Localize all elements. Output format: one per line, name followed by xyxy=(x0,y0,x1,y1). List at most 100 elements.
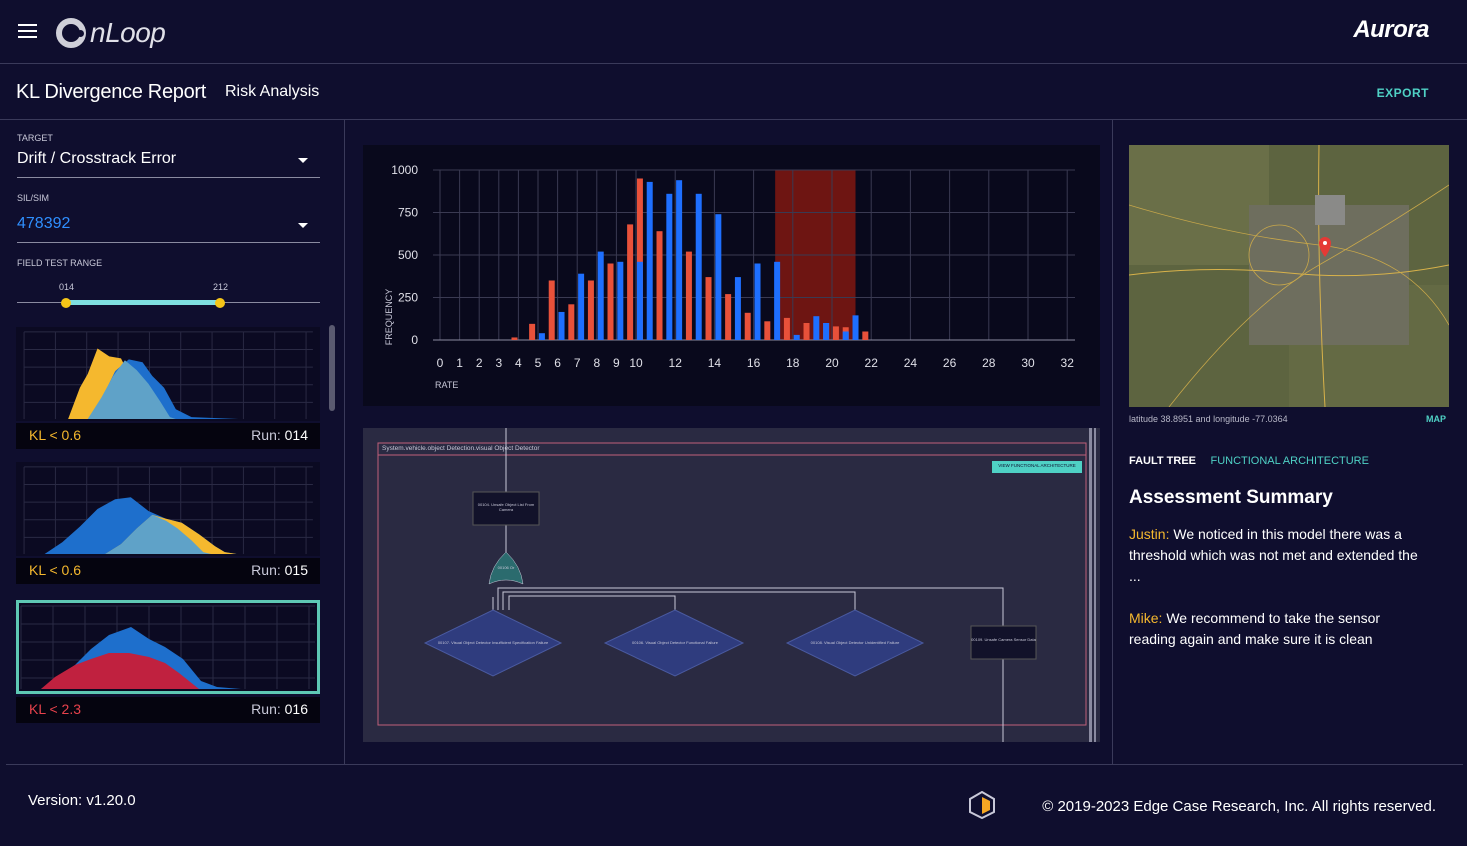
histogram-bar[interactable] xyxy=(813,316,820,340)
histogram-bar[interactable] xyxy=(666,193,673,340)
histogram-bar[interactable] xyxy=(511,337,518,340)
run-kl-value: KL < 0.6 xyxy=(29,427,82,443)
run-distribution-chart xyxy=(20,605,315,689)
target-value: Drift / Crosstrack Error xyxy=(17,150,177,167)
histogram-bar[interactable] xyxy=(529,323,536,340)
run-id: Run: 014 xyxy=(251,427,308,443)
range-label: FIELD TEST RANGE xyxy=(17,258,103,268)
x-tick-label: 12 xyxy=(669,356,683,370)
run-card-014[interactable]: KL < 0.6 Run: 014 xyxy=(16,327,320,450)
histogram-bar[interactable] xyxy=(793,334,800,340)
panel-tabs: FAULT TREE FUNCTIONAL ARCHITECTURE xyxy=(1129,451,1379,469)
run-selected-frame xyxy=(16,600,320,694)
footer: Version: v1.20.0 © 2019-2023 Edge Case R… xyxy=(6,764,1463,846)
app-name: nLoop xyxy=(90,17,166,48)
histogram-bar[interactable] xyxy=(685,251,692,340)
histogram-bar[interactable] xyxy=(627,224,634,340)
map-canvas xyxy=(1129,145,1449,407)
x-tick-label: 5 xyxy=(535,356,542,370)
top-bar: nLoop Aurora xyxy=(0,0,1467,64)
histogram-bar[interactable] xyxy=(607,263,614,341)
fault-tree-node[interactable]: 00107. Visual Object Detector Insufficie… xyxy=(437,640,549,645)
histogram-bar[interactable] xyxy=(774,261,781,340)
histogram-bar[interactable] xyxy=(823,323,830,340)
right-panel: latitude 38.8951 and longitude -77.0364 … xyxy=(1113,120,1467,764)
histogram-bar[interactable] xyxy=(656,231,663,340)
run-card-016[interactable]: KL < 2.3 Run: 016 xyxy=(16,600,320,724)
y-tick-label: 500 xyxy=(398,248,418,262)
range-max-handle[interactable] xyxy=(215,298,225,308)
histogram-bar[interactable] xyxy=(754,263,761,341)
histogram-bar[interactable] xyxy=(617,261,624,340)
x-tick-label: 3 xyxy=(495,356,502,370)
histogram-bar[interactable] xyxy=(597,251,604,340)
frequency-histogram: 0 1 2 3 4 5 6 7 8 9 10 12 14 16 18 20 22 24 26 28 30 32 02505… xyxy=(363,145,1100,406)
assessment-summary-title: Assessment Summary xyxy=(1129,487,1333,508)
fault-tree-node[interactable]: 00108. Visual Object Detector Unidentifi… xyxy=(810,640,900,645)
range-min-handle[interactable] xyxy=(61,298,71,308)
x-tick-label: 20 xyxy=(825,356,839,370)
fault-tree-node[interactable]: 00106. Visual Object Detector Functional… xyxy=(632,640,718,645)
menu-icon[interactable] xyxy=(18,24,37,40)
run-card-015[interactable]: KL < 0.6 Run: 015 xyxy=(16,462,320,585)
fault-tree-top-node[interactable]: 00104. Unsafe Object List From Camera xyxy=(477,502,535,512)
fault-tree-node[interactable]: 00109. Unsafe Camera Sensor Data xyxy=(971,637,1036,642)
histogram-bar[interactable] xyxy=(744,312,751,340)
version-label: Version: v1.20.0 xyxy=(28,792,136,809)
page-subtitle: Risk Analysis xyxy=(225,83,320,100)
fault-tree-or-gate[interactable]: 00106 Or xyxy=(497,565,515,570)
tab-functional-architecture[interactable]: FUNCTIONAL ARCHITECTURE xyxy=(1210,455,1369,467)
histogram-bar[interactable] xyxy=(568,304,575,340)
y-tick-label: 1000 xyxy=(391,163,418,177)
map-pin-icon xyxy=(1319,237,1331,257)
histogram-bar[interactable] xyxy=(587,280,594,341)
view-functional-architecture-button[interactable]: VIEW FUNCTIONAL ARCHITECTURE xyxy=(998,463,1076,468)
histogram-x-label: RATE xyxy=(435,380,458,390)
histogram-bar[interactable] xyxy=(676,180,683,340)
satellite-map[interactable] xyxy=(1129,145,1449,407)
histogram-bar[interactable] xyxy=(695,193,702,340)
fault-tree-frame-title: System.vehicle.object Detection.visual O… xyxy=(382,445,540,452)
histogram-bar[interactable] xyxy=(705,277,712,340)
tab-fault-tree[interactable]: FAULT TREE xyxy=(1129,455,1197,467)
x-tick-label: 22 xyxy=(865,356,879,370)
histogram-bar[interactable] xyxy=(636,261,643,340)
map-link[interactable]: MAP xyxy=(1426,414,1446,424)
histogram-bar[interactable] xyxy=(715,214,722,340)
histogram-bar[interactable] xyxy=(646,181,653,340)
histogram-bar[interactable] xyxy=(538,333,545,340)
x-tick-label: 30 xyxy=(1021,356,1035,370)
x-tick-label: 6 xyxy=(554,356,561,370)
run-distribution-chart xyxy=(16,462,320,556)
silsim-select[interactable]: 478392 xyxy=(17,213,320,243)
histogram-bar[interactable] xyxy=(842,331,849,341)
target-select[interactable]: Drift / Crosstrack Error xyxy=(17,148,320,178)
histogram-bar[interactable] xyxy=(725,294,732,340)
app-logo[interactable]: nLoop xyxy=(56,16,166,50)
x-tick-label: 2 xyxy=(476,356,483,370)
histogram-bar[interactable] xyxy=(803,323,810,340)
range-slider-fill xyxy=(66,300,220,305)
x-tick-label: 1 xyxy=(456,356,463,370)
run-list-scrollbar[interactable] xyxy=(329,325,335,411)
histogram-bar[interactable] xyxy=(578,273,585,340)
histogram-bar[interactable] xyxy=(558,311,565,340)
histogram-bar[interactable] xyxy=(636,178,643,341)
histogram-bar[interactable] xyxy=(548,280,555,341)
page-title: KL Divergence Report xyxy=(16,81,207,103)
histogram-bar[interactable] xyxy=(852,315,859,340)
histogram-bar[interactable] xyxy=(783,317,790,340)
comment-mike: Mike: We recommend to take the sensor re… xyxy=(1129,610,1381,647)
middle-panel: 0 1 2 3 4 5 6 7 8 9 10 12 14 16 18 20 22 24 26 28 30 32 0 250 5… xyxy=(346,120,1113,764)
histogram-bar[interactable] xyxy=(832,326,839,340)
comment-justin: Justin: We noticed in this model there w… xyxy=(1129,526,1418,584)
chevron-down-icon xyxy=(298,158,308,163)
run-kl-value: KL < 2.3 xyxy=(29,701,82,717)
histogram-bar[interactable] xyxy=(764,321,771,340)
x-tick-label: 0 xyxy=(437,356,444,370)
histogram-bar[interactable] xyxy=(862,331,869,341)
fault-tree-diagram[interactable]: System.vehicle.object Detection.visual O… xyxy=(363,428,1100,742)
histogram-bar[interactable] xyxy=(734,277,741,340)
export-button[interactable]: EXPORT xyxy=(1376,86,1429,100)
y-tick-label: 0 xyxy=(411,333,418,347)
